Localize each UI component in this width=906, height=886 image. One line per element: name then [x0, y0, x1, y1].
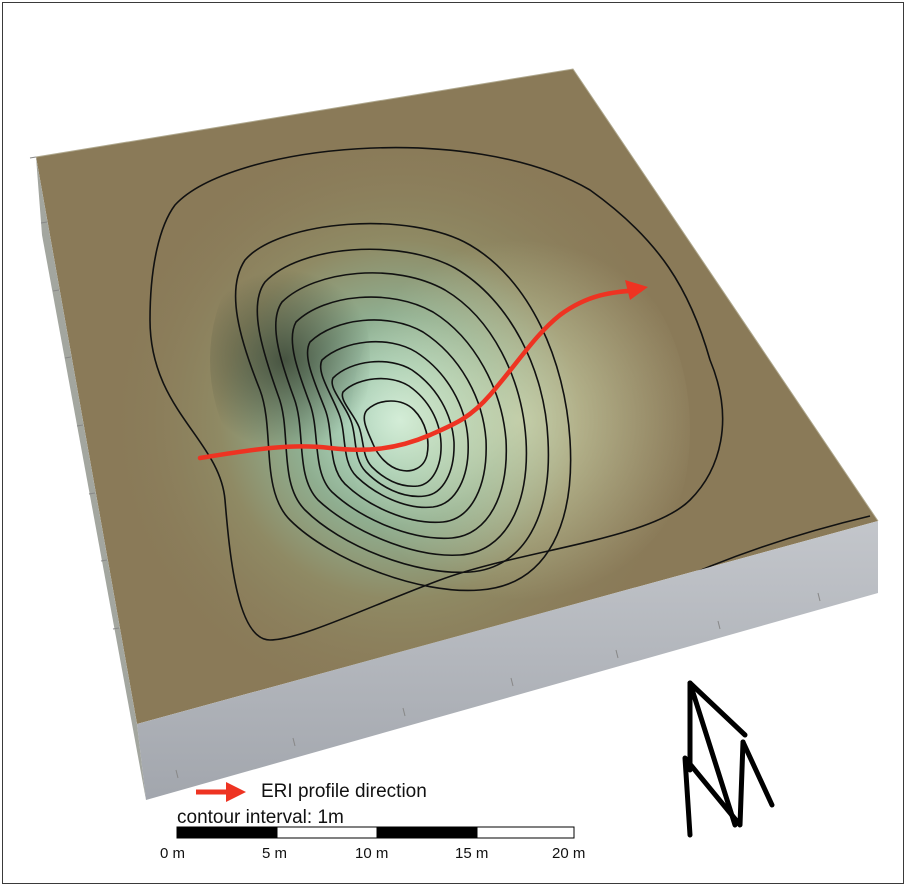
depression-highlight [350, 220, 690, 640]
tick-mark [292, 737, 296, 747]
block-top-edge [35, 68, 879, 522]
tick-mark [717, 620, 721, 630]
scale-segment [476, 826, 575, 839]
contour-line [306, 319, 487, 524]
contour-line [256, 248, 550, 574]
scale-tick-label: 0 m [160, 845, 186, 862]
tick-mark [40, 221, 48, 224]
legend-arrow-label: ERI profile direction [261, 781, 427, 802]
contour-line [363, 400, 429, 472]
tick-mark [52, 289, 60, 292]
block-left-face [36, 157, 146, 800]
front-axis-ticks [175, 592, 821, 779]
contour-line [275, 272, 528, 556]
eri-profile-line [197, 287, 643, 461]
scale-tick-label: 20 m [552, 845, 586, 862]
eri-profile-arrowhead [625, 280, 648, 300]
scale-segment [376, 826, 478, 839]
scale-bar [176, 826, 575, 839]
tick-mark [615, 649, 619, 659]
contour-line [149, 146, 724, 641]
tick-mark [100, 559, 108, 562]
tick-mark [88, 492, 96, 495]
contour-interval-label: contour interval: 1m [177, 807, 344, 828]
tick-mark [510, 677, 514, 687]
tick-mark [175, 769, 179, 779]
contour-line [331, 360, 455, 498]
block-front-face [137, 521, 878, 800]
scale-tick-label: 10 m [355, 845, 389, 862]
scale-tick-label: 15 m [455, 845, 489, 862]
tick-mark [112, 627, 120, 630]
tick-mark [817, 592, 821, 602]
tick-mark [64, 356, 72, 359]
north-arrow-icon [682, 680, 775, 838]
contour-line [234, 222, 572, 592]
legend-arrow-icon [196, 782, 246, 802]
tick-mark [29, 156, 37, 159]
scale-tick-label: 5 m [262, 845, 288, 862]
left-axis-ticks [29, 156, 120, 630]
scale-segment [176, 826, 278, 839]
depression-shadow [210, 240, 370, 480]
tick-mark [76, 424, 84, 427]
contour-line [319, 340, 469, 509]
tick-mark [402, 707, 406, 717]
contour-lines [149, 146, 871, 641]
contour-line [341, 377, 442, 488]
scale-segment [276, 826, 378, 839]
contour-line [291, 296, 508, 540]
